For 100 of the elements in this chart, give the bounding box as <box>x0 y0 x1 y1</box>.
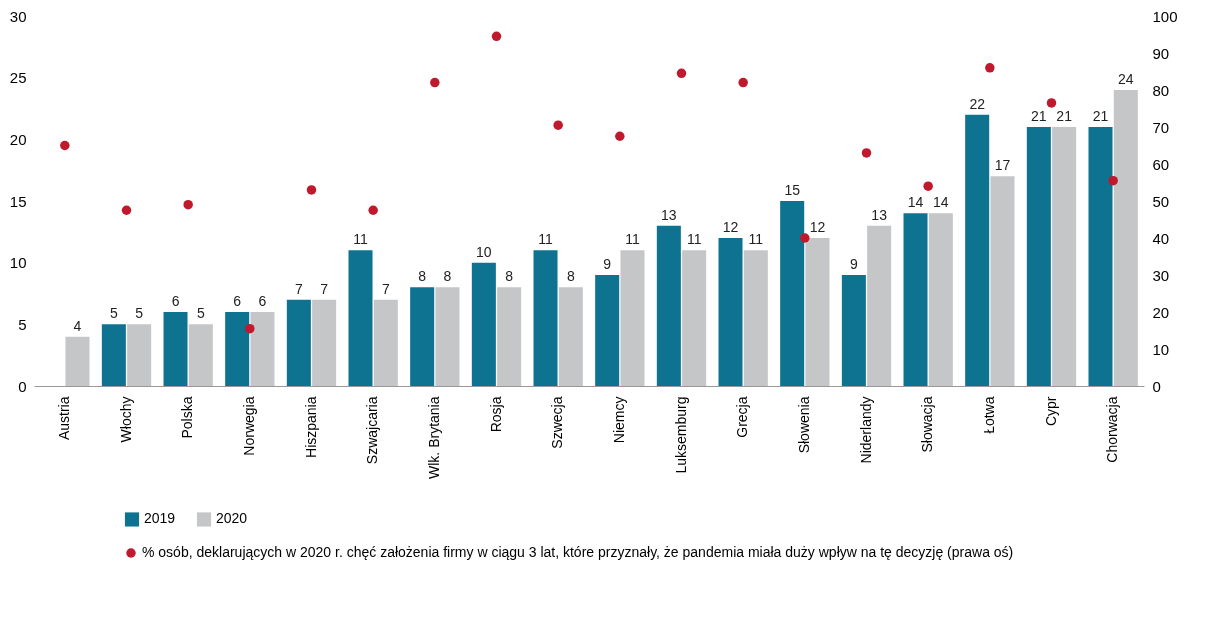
data-label: 14 <box>933 194 949 211</box>
data-label: 17 <box>994 157 1011 174</box>
data-label: 13 <box>871 206 888 223</box>
legend-label: 2019 <box>144 510 176 527</box>
data-label: 8 <box>418 268 427 285</box>
data-label: 11 <box>748 231 764 248</box>
bar <box>558 287 583 386</box>
x-tick-label: Chorwacja <box>1104 396 1121 463</box>
point <box>985 63 995 73</box>
bar <box>127 324 152 386</box>
bar <box>373 299 398 386</box>
y2-tick-label: 40 <box>1152 229 1170 247</box>
x-tick-label: Polska <box>179 396 196 439</box>
data-label: 13 <box>661 206 677 223</box>
y-tick-label: 25 <box>9 69 27 87</box>
bar <box>65 336 90 386</box>
point <box>245 323 255 334</box>
point <box>615 131 625 141</box>
bar <box>682 250 707 386</box>
data-label: 7 <box>320 280 329 297</box>
data-label: 8 <box>505 268 514 285</box>
data-label: 5 <box>109 305 118 322</box>
bar <box>805 238 830 386</box>
bar <box>348 250 373 386</box>
point <box>1108 175 1118 186</box>
y-tick-label: 20 <box>9 130 27 148</box>
data-label: 5 <box>135 305 144 322</box>
x-tick-label: Norwegia <box>240 396 257 456</box>
bar <box>410 287 435 386</box>
point <box>430 77 440 88</box>
data-label: 7 <box>381 280 390 297</box>
y2-tick-label: 60 <box>1152 155 1170 173</box>
bar <box>903 213 928 386</box>
bar <box>188 324 213 386</box>
data-label: 8 <box>566 268 575 285</box>
x-tick-label: Szwajcaria <box>364 396 381 465</box>
point <box>1046 98 1057 108</box>
point <box>60 140 70 151</box>
y-tick-label: 15 <box>9 192 27 210</box>
y2-tick-label: 0 <box>1152 377 1161 395</box>
bar <box>497 287 522 386</box>
y2-tick-label: 50 <box>1152 192 1170 210</box>
x-tick-label: Niderlandy <box>857 396 874 464</box>
bar <box>595 275 620 386</box>
bar <box>533 250 558 386</box>
y2-tick-label: 20 <box>1152 303 1170 321</box>
point <box>306 185 317 195</box>
data-label: 21 <box>1031 108 1047 124</box>
y-tick-label: 10 <box>9 254 27 272</box>
point <box>923 181 933 191</box>
y2-tick-label: 30 <box>1152 266 1170 284</box>
data-label: 24 <box>1118 71 1134 87</box>
data-label: 21 <box>1092 108 1109 124</box>
data-label: 21 <box>1056 108 1073 124</box>
legend-label: 2020 <box>216 510 248 527</box>
point <box>676 68 687 79</box>
bar <box>1113 90 1138 386</box>
data-label: 12 <box>809 219 826 235</box>
data-label: 10 <box>476 243 492 260</box>
bar <box>101 324 126 386</box>
data-label: 9 <box>849 256 858 272</box>
bar <box>656 225 681 386</box>
data-label: 9 <box>603 256 612 272</box>
data-label: 11 <box>538 231 553 248</box>
y-tick-label: 5 <box>18 315 27 333</box>
data-label: 12 <box>722 219 739 235</box>
x-tick-label: Austria <box>55 396 72 441</box>
bar <box>841 275 866 386</box>
point <box>368 205 378 215</box>
legend-label: % osób, deklarujących w 2020 r. chęć założenia firmy w ciągu 3 lat, które przyznały, że pandemia miała duży wpływ na tę decyzję (prawa oś) <box>142 544 1014 560</box>
data-label: 11 <box>686 231 702 248</box>
y-tick-label: 0 <box>18 377 27 395</box>
bar <box>1088 127 1113 386</box>
point <box>738 77 748 88</box>
x-tick-label: Łotwa <box>980 396 997 434</box>
bar <box>225 312 250 386</box>
data-label: 14 <box>907 194 924 211</box>
x-tick-label: Niemcy <box>610 396 627 444</box>
bar <box>435 287 460 386</box>
bar <box>471 262 496 386</box>
x-tick-label: Szwecja <box>549 396 566 449</box>
data-label: 4 <box>73 317 82 334</box>
x-tick-label: Słowenia <box>795 396 812 454</box>
bar <box>250 312 275 386</box>
bar <box>1052 127 1077 386</box>
bar <box>1026 127 1051 386</box>
y2-tick-label: 10 <box>1152 340 1170 358</box>
bar <box>163 312 188 386</box>
x-tick-label: Rosja <box>487 396 504 433</box>
bar <box>990 176 1015 386</box>
data-label: 6 <box>233 293 242 309</box>
bar <box>286 299 311 386</box>
point <box>183 199 193 210</box>
bar <box>620 250 645 386</box>
data-label: 6 <box>258 293 267 309</box>
data-label: 15 <box>784 182 801 198</box>
bar <box>743 250 768 386</box>
point <box>491 31 502 42</box>
bar <box>928 213 953 386</box>
data-label: 7 <box>294 280 303 297</box>
